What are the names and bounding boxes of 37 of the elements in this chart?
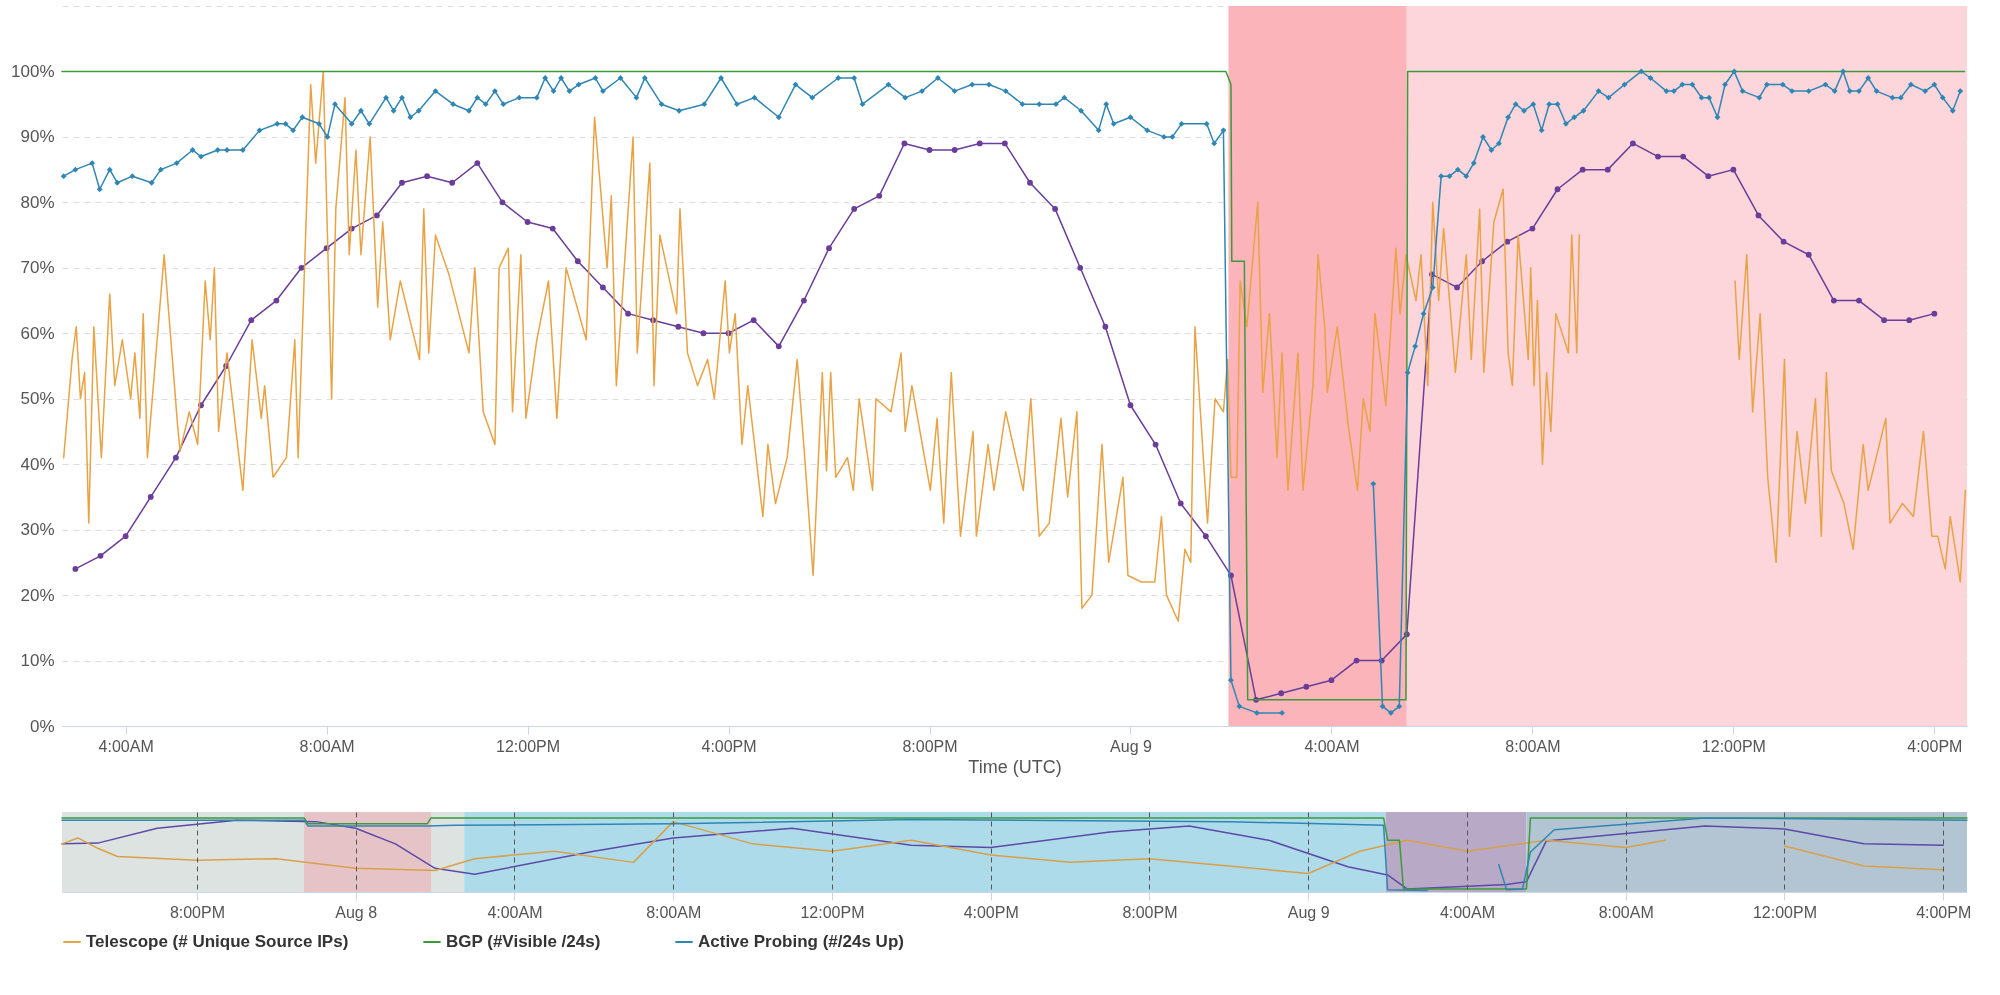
x-tick-label: 8:00PM xyxy=(169,903,226,921)
x-tick-label: 4:00AM xyxy=(1439,903,1496,921)
x-tick-label: 8:00AM xyxy=(299,737,355,755)
x-tick-label: 8:00PM xyxy=(1122,903,1178,921)
x-tick-label: 4:00PM xyxy=(701,737,757,755)
legend-label: Telescope (# Unique Source IPs) xyxy=(86,932,349,951)
x-tick-label: 8:00AM xyxy=(646,903,702,921)
x-tick-label: 4:00PM xyxy=(1907,737,1963,755)
x-tick-label: 12:00PM xyxy=(496,737,561,755)
x-tick-label: 12:00PM xyxy=(800,903,865,921)
y-tick-label: 50% xyxy=(20,389,55,409)
legend-label: BGP (#Visible /24s) xyxy=(446,932,601,951)
y-tick-label: 60% xyxy=(20,323,55,343)
x-tick-label: 8:00PM xyxy=(902,737,958,755)
x-tick-label: Aug 8 xyxy=(335,903,378,921)
x-tick-label: 4:00AM xyxy=(98,737,154,755)
y-tick-label: 10% xyxy=(20,651,55,671)
x-tick-label: 12:00PM xyxy=(1752,903,1817,921)
x-tick-label: Aug 9 xyxy=(1287,903,1330,921)
x-tick-label: 8:00AM xyxy=(1505,737,1561,755)
y-tick-label: 70% xyxy=(20,258,55,278)
x-axis-title: Time (UTC) xyxy=(968,756,1062,777)
y-tick-label: 80% xyxy=(20,192,55,212)
x-tick-label: 12:00PM xyxy=(1701,737,1766,755)
y-tick-label: 30% xyxy=(20,520,55,540)
y-tick-label: 20% xyxy=(20,585,55,605)
x-tick-label: 8:00AM xyxy=(1598,903,1654,921)
y-tick-label: 90% xyxy=(20,127,55,147)
y-tick-label: 100% xyxy=(11,61,55,81)
y-tick-label: 0% xyxy=(29,716,55,736)
x-tick-label: 4:00AM xyxy=(1304,737,1360,755)
x-tick-label: 4:00AM xyxy=(487,903,543,921)
legend-label: Active Probing (#/24s Up) xyxy=(698,932,904,951)
x-tick-label: 4:00PM xyxy=(1916,903,1972,921)
y-tick-label: 40% xyxy=(20,454,55,474)
x-tick-label: Aug 9 xyxy=(1110,737,1152,755)
x-tick-label: 4:00PM xyxy=(963,903,1019,921)
